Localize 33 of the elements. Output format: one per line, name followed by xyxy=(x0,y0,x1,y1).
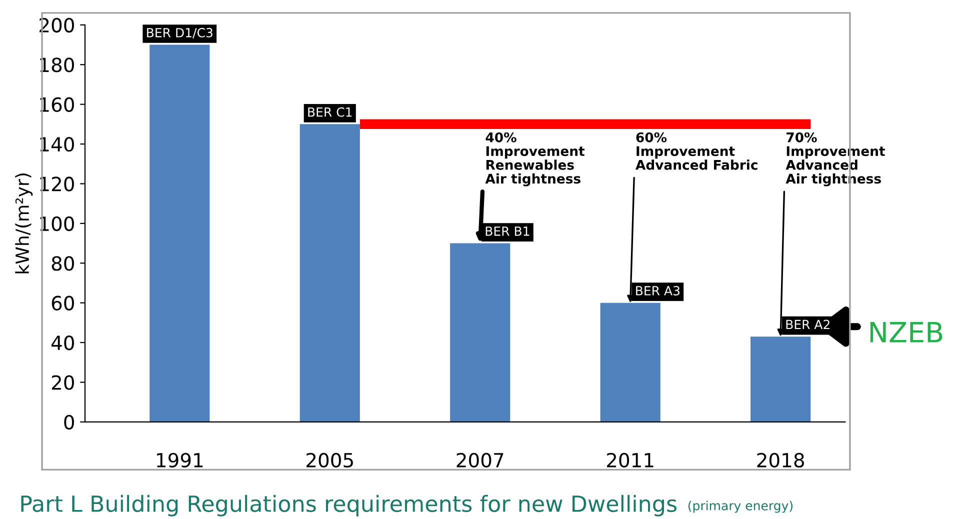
bar xyxy=(150,44,210,422)
text: Part L Building Regulations requirements for new Dwellings xyxy=(21,494,677,516)
data-label: BER B1 xyxy=(486,226,530,236)
y-tick-label: 60 xyxy=(52,296,74,310)
text: (primary energy) xyxy=(688,500,792,513)
y-tick-label: 20 xyxy=(52,375,74,390)
y-tick-label: 40 xyxy=(51,335,74,350)
x-tick-label: 2018 xyxy=(757,452,804,468)
y-tick-label: 0 xyxy=(64,414,74,430)
data-label: BER A2 xyxy=(786,320,830,330)
annotation: 60% Improvement Advanced Fabric xyxy=(636,132,758,170)
x-tick-label: 2011 xyxy=(607,452,654,468)
y-tick-label: 140 xyxy=(40,136,74,152)
bar xyxy=(600,302,660,422)
y-tick-label: 180 xyxy=(40,58,74,72)
x-tick-label: 2005 xyxy=(306,452,353,468)
x-tick-label: 1991 xyxy=(157,452,203,468)
x-tick-label: 2007 xyxy=(456,452,504,468)
data-label: BER D1/C3 xyxy=(147,28,212,38)
y-tick-label: 160 xyxy=(40,97,74,112)
bar xyxy=(300,124,360,422)
annotation: 70% Improvement Advanced Air tightness xyxy=(786,132,886,186)
y-tick-label: 100 xyxy=(40,216,74,232)
text: NZEB xyxy=(870,322,942,342)
y-tick-label: 200 xyxy=(40,18,74,33)
y-tick-label: 120 xyxy=(40,176,74,192)
y-axis-title: kWh/(m²yr) xyxy=(15,174,33,274)
data-label: BER A3 xyxy=(636,286,680,296)
annotation: 40% Improvement Renewables Air tightness xyxy=(485,132,585,186)
y-tick-label: 80 xyxy=(52,256,74,271)
bar xyxy=(750,336,811,422)
bar xyxy=(450,243,510,422)
data-label: BER C1 xyxy=(308,107,352,117)
